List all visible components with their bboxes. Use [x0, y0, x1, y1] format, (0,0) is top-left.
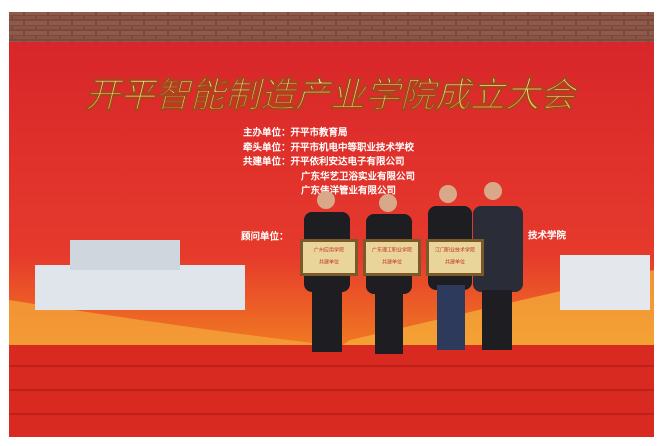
info-line: 牵头单位：开平市机电中等职业技术学校	[243, 142, 415, 154]
info-line: 主办单位：开平市教育局	[243, 127, 348, 139]
machine	[560, 255, 650, 310]
plaque-sub: 共建单位	[382, 259, 402, 266]
banner-swoosh	[9, 300, 330, 347]
plaque-title: 广州应用学院	[314, 247, 344, 254]
banner-title: 开平智能制造产业学院成立大会	[85, 76, 580, 116]
info-line: 广东华艺卫浴实业有限公司	[301, 171, 415, 183]
plaque-face	[303, 242, 355, 273]
machine	[35, 265, 245, 310]
plaque-sub: 共建单位	[319, 259, 339, 266]
plaque-title: 江门职业技术学院	[435, 247, 475, 254]
plaque-face	[366, 242, 418, 273]
advisor-label: 顾问单位：	[241, 231, 289, 243]
stage	[9, 345, 654, 437]
info-line: 共建单位：开平依利安达电子有限公司	[243, 156, 405, 168]
plaque-face	[429, 242, 481, 273]
info-line: 广东伟洋管业有限公司	[301, 185, 396, 197]
plaque-sub: 共建单位	[445, 259, 465, 266]
machine	[70, 240, 180, 270]
stage-steps	[9, 365, 654, 415]
advisor-tail: 技术学院	[528, 230, 567, 242]
plaque-title: 广东理工职业学院	[372, 247, 412, 254]
